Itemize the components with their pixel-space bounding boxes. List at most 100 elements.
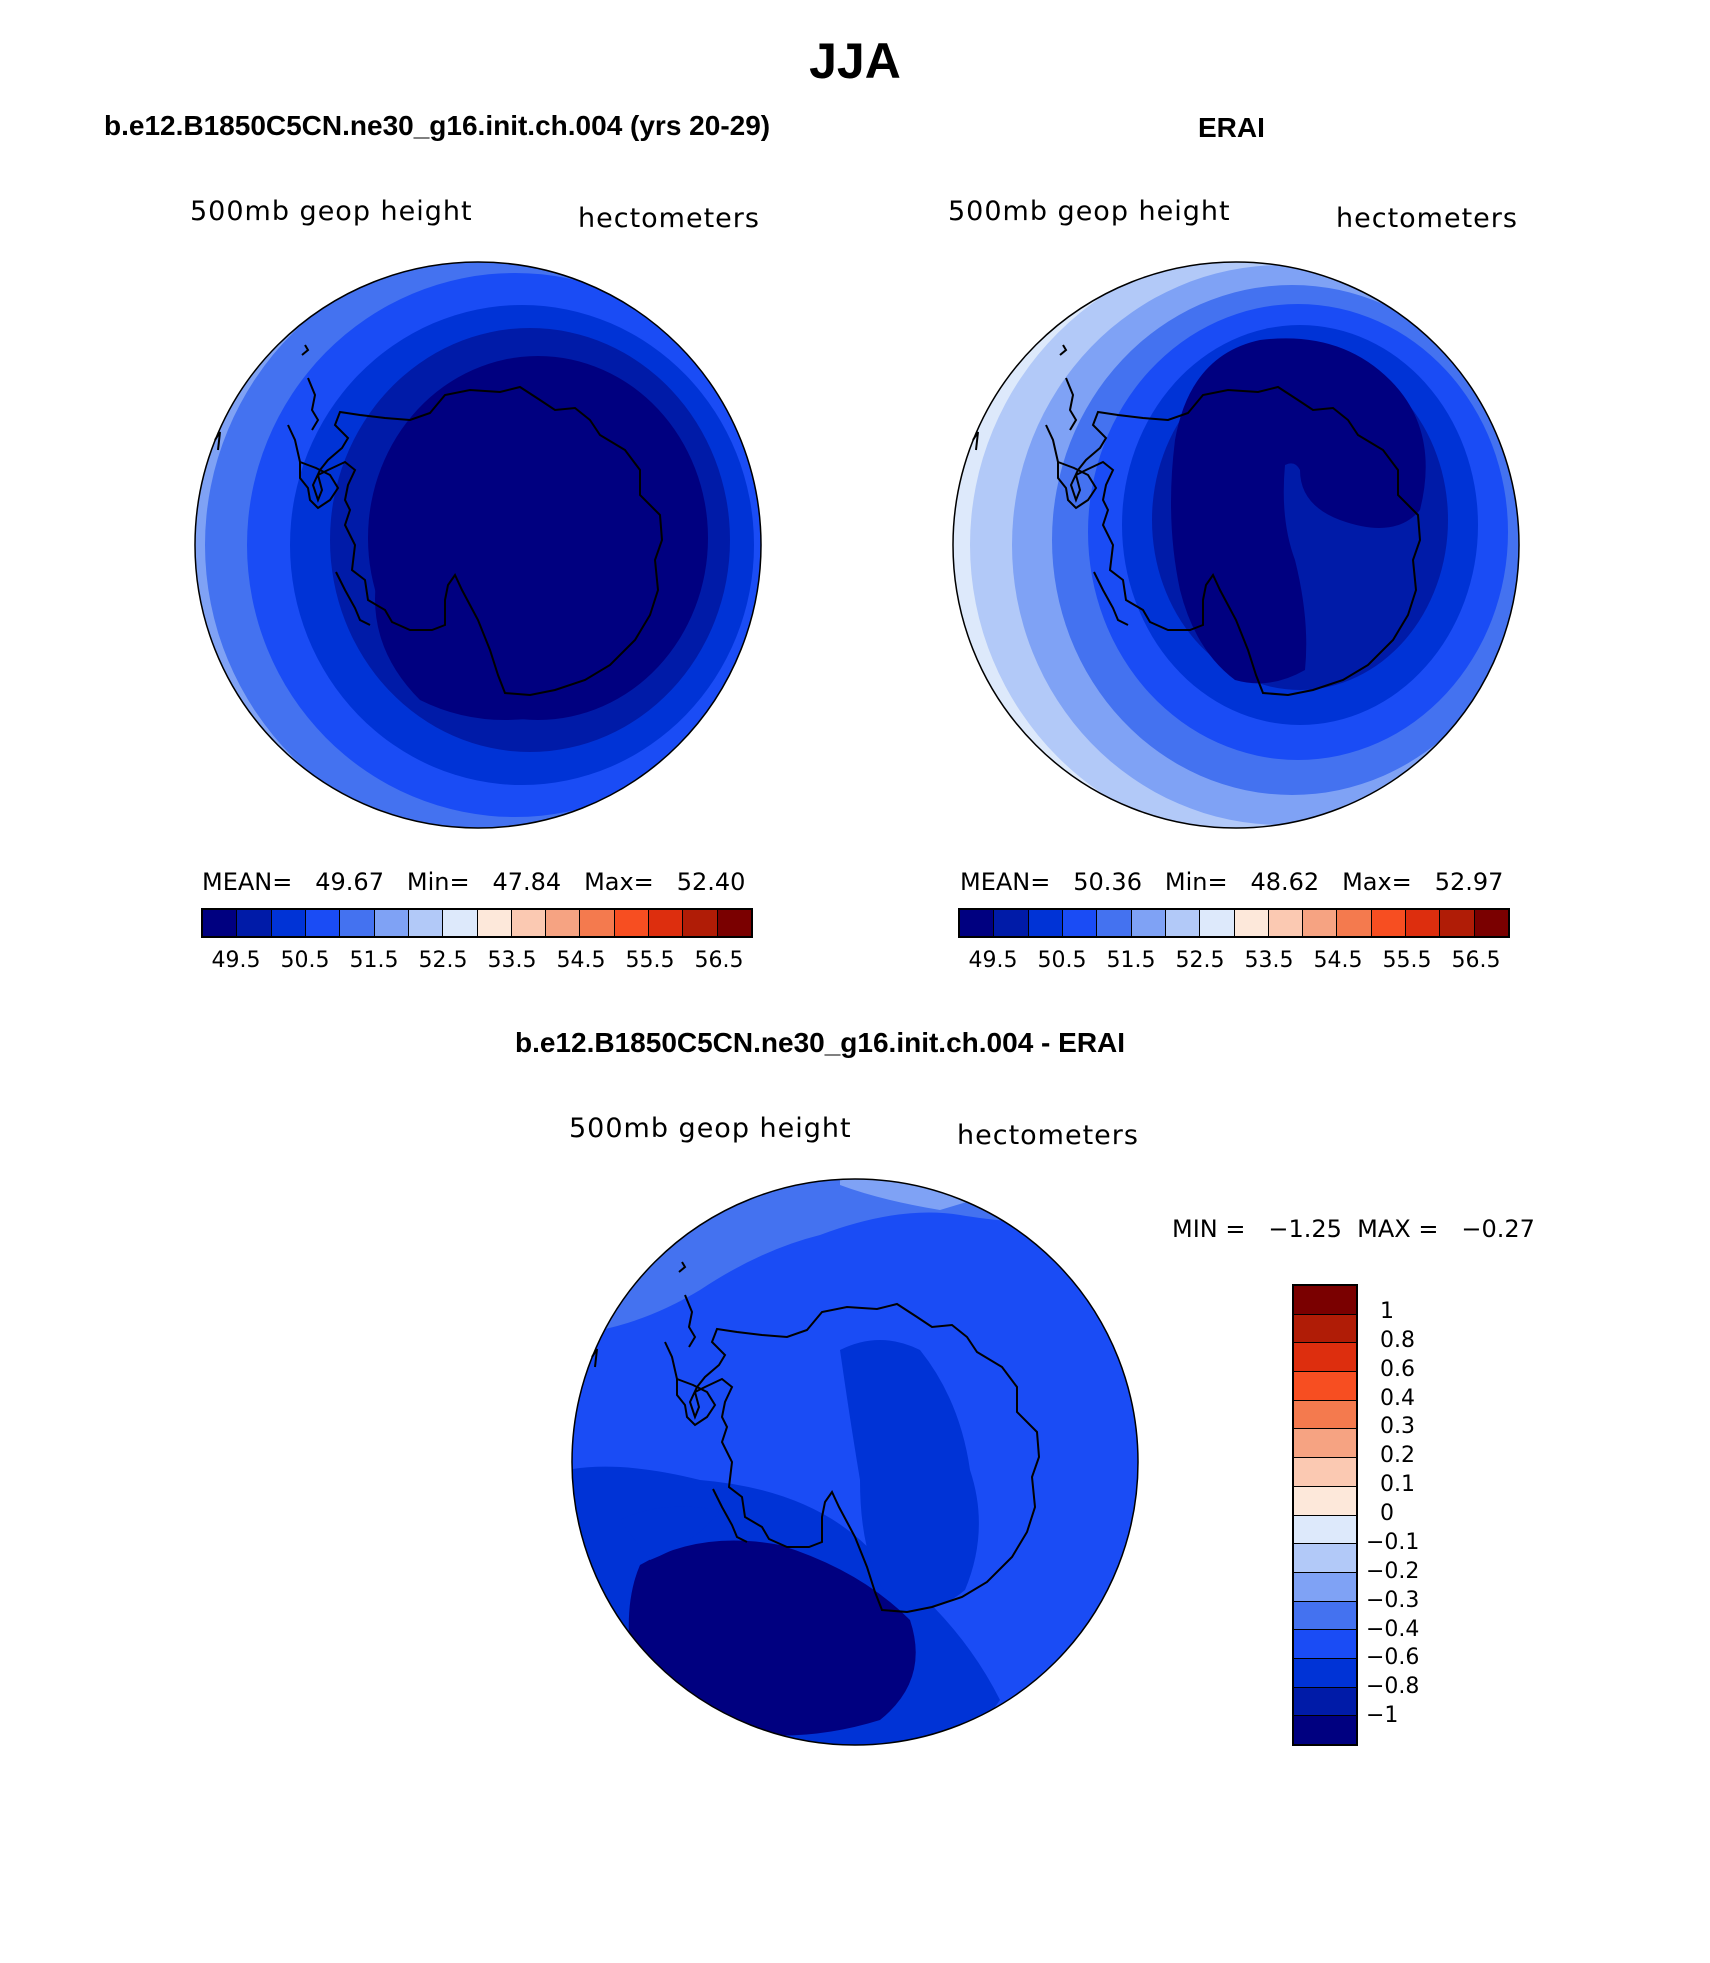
colorbar-diff-tick-label: −0.1 bbox=[1366, 1529, 1420, 1555]
mean-value: 49.67 bbox=[315, 868, 384, 896]
colorbar-diff-tick-label: −0.8 bbox=[1366, 1674, 1420, 1700]
variable-label-model: 500mb geop height bbox=[190, 196, 473, 227]
colorbar-erai-tick-label: 49.5 bbox=[968, 948, 1018, 973]
antarctica-coastline-diff bbox=[591, 1261, 1041, 1614]
colorbar-diff-tick-label: 0.1 bbox=[1380, 1472, 1415, 1498]
colorbar-erai-swatch bbox=[1303, 910, 1338, 936]
units-label-erai: hectometers bbox=[1336, 203, 1518, 234]
min-value: 48.62 bbox=[1250, 868, 1320, 896]
colorbar-erai-swatch bbox=[1337, 910, 1372, 936]
colorbar-model-swatch bbox=[340, 910, 375, 936]
colorbar-diff-swatch bbox=[1294, 1515, 1356, 1545]
colorbar-diff-tick-label: 0 bbox=[1380, 1501, 1394, 1526]
min-value: 47.84 bbox=[492, 868, 562, 896]
min-label: Min= bbox=[1164, 868, 1228, 896]
contour-fill-model bbox=[195, 262, 761, 828]
colorbar-erai-tick-label: 54.5 bbox=[1313, 948, 1363, 973]
colorbar-model-tick-label: 53.5 bbox=[487, 948, 537, 973]
colorbar-model-swatch bbox=[374, 910, 409, 936]
colorbar-diff-tick-label: 0.8 bbox=[1380, 1327, 1415, 1353]
max-label: Max= bbox=[584, 868, 654, 896]
colorbar-diff bbox=[1292, 1284, 1358, 1746]
colorbar-erai-tick-label: 52.5 bbox=[1175, 948, 1225, 973]
colorbar-erai-tick-label: 53.5 bbox=[1244, 948, 1294, 973]
colorbar-model-tick-label: 50.5 bbox=[280, 948, 330, 973]
colorbar-diff-swatch bbox=[1294, 1458, 1356, 1487]
colorbar-model-ticks: 49.5 50.5 51.5 52.5 53.5 54.5 55.5 56.5 bbox=[201, 948, 753, 978]
units-label-model: hectometers bbox=[578, 203, 760, 234]
colorbar-erai-swatch bbox=[1028, 910, 1063, 936]
variable-label-diff: 500mb geop height bbox=[569, 1113, 852, 1144]
colorbar-model-swatch bbox=[614, 910, 650, 936]
colorbar-erai-swatch bbox=[994, 910, 1029, 936]
colorbar-diff-swatch bbox=[1294, 1286, 1356, 1315]
panel-title-model: b.e12.B1850C5CN.ne30_g16.init.ch.004 (yr… bbox=[104, 110, 771, 141]
colorbar-erai-swatch bbox=[1062, 910, 1098, 936]
colorbar-model-swatch bbox=[271, 910, 306, 936]
colorbar-diff-tick-label: 0.4 bbox=[1380, 1385, 1415, 1411]
antarctica-coastline-erai bbox=[972, 344, 1422, 697]
colorbar-diff-tick-label: −0.6 bbox=[1366, 1645, 1420, 1671]
colorbar-model-swatch bbox=[408, 910, 444, 936]
colorbar-model-tick-label: 49.5 bbox=[211, 948, 261, 973]
colorbar-erai-ticks: 49.5 50.5 51.5 52.5 53.5 54.5 55.5 56.5 bbox=[958, 948, 1510, 978]
colorbar-diff-swatch bbox=[1294, 1716, 1356, 1744]
colorbar-model-swatch bbox=[511, 910, 547, 936]
colorbar-diff-tick-label: −0.3 bbox=[1366, 1587, 1420, 1613]
colorbar-erai-tick-label: 56.5 bbox=[1451, 948, 1501, 973]
colorbar-diff-swatch bbox=[1294, 1572, 1356, 1602]
colorbar-erai bbox=[958, 908, 1510, 938]
colorbar-model-tick-label: 56.5 bbox=[694, 948, 744, 973]
stats-erai: MEAN= 50.36 Min= 48.62 Max= 52.97 bbox=[960, 868, 1503, 896]
stats-model: MEAN= 49.67 Min= 47.84 Max= 52.40 bbox=[202, 868, 745, 896]
colorbar-model-swatch bbox=[546, 910, 581, 936]
colorbar-erai-tick-label: 50.5 bbox=[1037, 948, 1087, 973]
colorbar-diff-ticks: 1 0.8 0.6 0.4 0.3 0.2 0.1 0 −0.1 −0.2 −0.3 −0.4 −0.6… bbox=[1366, 1284, 1466, 1746]
colorbar-diff-swatch bbox=[1294, 1658, 1356, 1688]
colorbar-erai-swatch bbox=[1234, 910, 1269, 936]
mean-label: MEAN= bbox=[202, 868, 293, 896]
colorbar-diff-tick-label: −0.4 bbox=[1366, 1616, 1420, 1642]
colorbar-model bbox=[201, 908, 753, 938]
max-value: 52.40 bbox=[676, 868, 746, 896]
colorbar-diff-swatch bbox=[1294, 1630, 1356, 1659]
colorbar-erai-swatch bbox=[1406, 910, 1441, 936]
colorbar-diff-tick-label: 0.2 bbox=[1380, 1443, 1415, 1469]
colorbar-erai-swatch bbox=[960, 910, 995, 936]
colorbar-erai-tick-label: 55.5 bbox=[1382, 948, 1432, 973]
min-label: Min= bbox=[406, 868, 470, 896]
colorbar-diff-tick-label: 0.3 bbox=[1380, 1414, 1415, 1440]
colorbar-diff-tick-label: 1 bbox=[1380, 1298, 1394, 1324]
colorbar-erai-swatch bbox=[1200, 910, 1235, 936]
main-title: JJA bbox=[809, 33, 901, 89]
max-label: Max= bbox=[1342, 868, 1412, 896]
minmax-diff: MIN = −1.25 MAX = −0.27 bbox=[1172, 1215, 1535, 1243]
colorbar-diff-tick-label: 0.6 bbox=[1380, 1356, 1415, 1382]
colorbar-model-swatch bbox=[580, 910, 615, 936]
colorbar-diff-swatch bbox=[1294, 1429, 1356, 1459]
colorbar-model-swatch bbox=[477, 910, 512, 936]
colorbar-model-swatch bbox=[683, 910, 718, 936]
colorbar-model-swatch bbox=[443, 910, 478, 936]
colorbar-erai-swatch bbox=[1131, 910, 1166, 936]
colorbar-erai-swatch bbox=[1474, 910, 1508, 936]
max-value: 52.97 bbox=[1434, 868, 1504, 896]
panel-title-diff: b.e12.B1850C5CN.ne30_g16.init.ch.004 - E… bbox=[515, 1027, 1126, 1058]
colorbar-erai-swatch bbox=[1097, 910, 1132, 936]
colorbar-erai-swatch bbox=[1440, 910, 1475, 936]
colorbar-diff-swatch bbox=[1294, 1544, 1356, 1573]
colorbar-model-tick-label: 54.5 bbox=[556, 948, 606, 973]
colorbar-erai-tick-label: 51.5 bbox=[1106, 948, 1156, 973]
colorbar-diff-swatch bbox=[1294, 1687, 1356, 1717]
colorbar-diff-swatch bbox=[1294, 1601, 1356, 1631]
antarctica-coastline-model bbox=[214, 344, 664, 697]
units-label-diff: hectometers bbox=[957, 1120, 1139, 1151]
colorbar-diff-swatch bbox=[1294, 1314, 1356, 1344]
colorbar-diff-swatch bbox=[1294, 1343, 1356, 1373]
mean-label: MEAN= bbox=[960, 868, 1051, 896]
variable-label-erai: 500mb geop height bbox=[948, 196, 1231, 227]
colorbar-diff-swatch bbox=[1294, 1400, 1356, 1430]
colorbar-erai-swatch bbox=[1371, 910, 1407, 936]
